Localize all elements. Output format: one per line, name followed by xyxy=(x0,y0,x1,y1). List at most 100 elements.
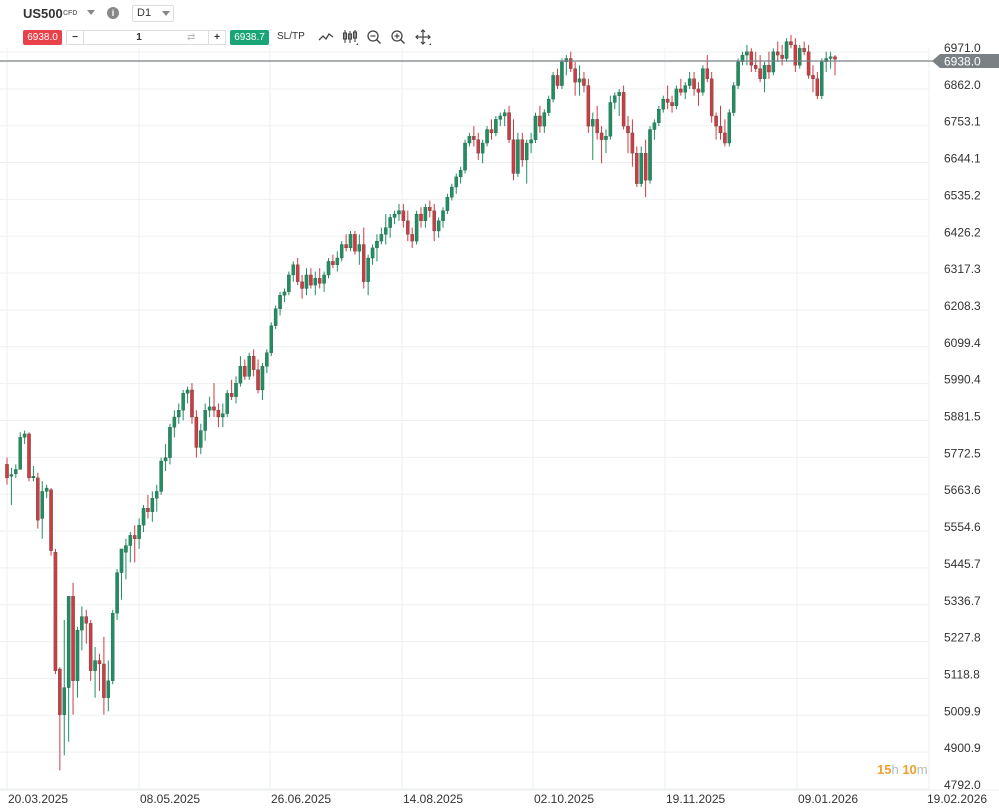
candle xyxy=(406,210,410,242)
candle xyxy=(322,271,326,292)
symbol-name[interactable]: US500 xyxy=(23,6,63,21)
candle xyxy=(106,660,111,712)
zoom-out-icon[interactable] xyxy=(365,28,383,46)
candle xyxy=(348,230,353,252)
line-chart-icon[interactable] xyxy=(317,28,335,46)
candle xyxy=(784,38,789,62)
decrease-quantity-button[interactable]: − xyxy=(67,31,84,44)
candle xyxy=(652,119,657,140)
candle xyxy=(53,548,58,675)
candle xyxy=(273,305,278,330)
candle xyxy=(304,268,309,296)
candle xyxy=(670,95,674,113)
candle xyxy=(49,488,53,556)
candle xyxy=(626,115,630,154)
candle xyxy=(97,653,102,691)
candle xyxy=(132,525,137,563)
candle xyxy=(185,386,190,404)
x-axis-label: 26.06.2025 xyxy=(271,792,331,806)
candle xyxy=(375,234,379,262)
quantity-input[interactable]: 1 xyxy=(136,32,142,43)
candle xyxy=(80,606,84,651)
candle xyxy=(753,51,758,73)
candle xyxy=(432,203,436,242)
y-axis-label: 6099.4 xyxy=(944,336,981,350)
candle xyxy=(639,146,643,188)
candle xyxy=(9,467,14,505)
info-icon[interactable]: i xyxy=(107,7,119,19)
candle xyxy=(577,65,582,96)
candle xyxy=(604,129,608,154)
candle xyxy=(212,383,216,418)
candle xyxy=(568,51,573,73)
zoom-in-icon[interactable] xyxy=(389,28,407,46)
candle xyxy=(40,481,44,539)
sltp-button[interactable]: SL/TP xyxy=(277,31,305,42)
symbol-dropdown-icon[interactable] xyxy=(87,10,95,15)
candle xyxy=(313,271,318,296)
candle xyxy=(199,423,203,455)
candle xyxy=(511,119,516,181)
candlestick-icon[interactable] xyxy=(341,28,359,46)
candle xyxy=(599,126,604,164)
x-axis-label: 02.10.2025 xyxy=(534,792,594,806)
candle xyxy=(718,105,723,140)
candle xyxy=(207,396,212,418)
candle xyxy=(498,112,503,127)
timeframe-select[interactable]: D1 xyxy=(132,5,174,22)
candle xyxy=(520,132,525,167)
candle xyxy=(529,132,533,154)
x-axis-label: 19.11.2025 xyxy=(666,792,725,806)
candle xyxy=(538,105,542,133)
swap-icon[interactable]: ⇄ xyxy=(187,32,196,43)
sell-button[interactable]: 6938.0 xyxy=(23,30,62,45)
move-icon[interactable] xyxy=(414,28,432,46)
candle xyxy=(643,139,648,198)
candle xyxy=(110,609,115,685)
candle xyxy=(221,403,225,428)
candle xyxy=(18,432,22,470)
candle xyxy=(14,464,18,478)
candle xyxy=(696,82,701,106)
candle xyxy=(309,268,313,289)
candle xyxy=(388,214,392,238)
candle xyxy=(648,126,652,184)
timer-minutes-unit: m xyxy=(916,762,928,777)
y-axis-label: 4900.9 xyxy=(944,741,981,755)
candle xyxy=(731,82,736,116)
candle xyxy=(361,227,366,289)
candle xyxy=(608,95,613,140)
candle xyxy=(494,115,498,137)
candle xyxy=(467,132,472,147)
increase-quantity-button[interactable]: + xyxy=(208,31,225,44)
candle xyxy=(775,41,780,62)
candle xyxy=(749,48,754,73)
y-axis-label: 6644.1 xyxy=(944,152,981,166)
candle xyxy=(771,48,776,76)
candle xyxy=(586,78,591,133)
candle xyxy=(339,241,344,262)
candle xyxy=(441,207,445,228)
candle xyxy=(740,51,745,66)
candle xyxy=(665,85,670,110)
candle xyxy=(234,376,238,404)
candle xyxy=(27,432,31,482)
candle xyxy=(635,146,639,188)
candle xyxy=(793,38,798,73)
y-axis-label: 6862.0 xyxy=(944,78,981,92)
x-axis-label: 14.08.2025 xyxy=(403,792,463,806)
candle xyxy=(617,88,621,116)
candle xyxy=(5,457,9,485)
candle xyxy=(31,466,36,482)
candle xyxy=(124,538,128,580)
timer-minutes: 10 xyxy=(902,762,917,777)
candle xyxy=(146,494,150,519)
buy-button[interactable]: 6938.7 xyxy=(230,30,269,45)
timer-hours-unit: h xyxy=(891,762,899,777)
candle xyxy=(445,193,450,215)
candle xyxy=(190,383,194,424)
candle xyxy=(714,112,718,140)
candle xyxy=(423,203,428,228)
candle xyxy=(701,65,705,96)
